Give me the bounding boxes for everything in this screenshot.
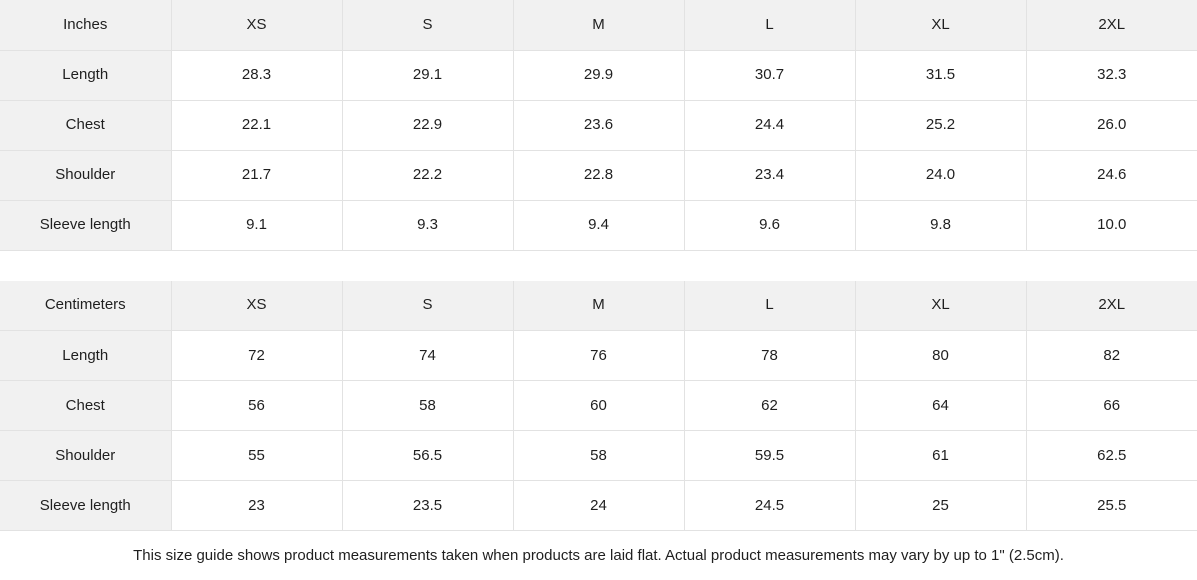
column-header-2xl: 2XL xyxy=(1026,280,1197,331)
column-header-xs: XS xyxy=(171,0,343,51)
cell-length-m: 29.9 xyxy=(513,50,685,101)
cell-length-2xl: 32.3 xyxy=(1026,50,1197,101)
cell-sleeve-length-l: 9.6 xyxy=(684,200,856,251)
column-header-2xl: 2XL xyxy=(1026,0,1197,51)
cell-length-xl: 80 xyxy=(855,330,1027,381)
column-header-xl: XL xyxy=(855,0,1027,51)
cell-shoulder-l: 59.5 xyxy=(684,430,856,481)
table-row: Sleeve length 9.1 9.3 9.4 9.6 9.8 10.0 xyxy=(0,200,1197,251)
column-header-l: L xyxy=(684,280,856,331)
cell-length-s: 74 xyxy=(342,330,514,381)
cell-sleeve-length-xl: 25 xyxy=(855,480,1027,531)
row-label-length: Length xyxy=(0,330,172,381)
cell-length-l: 30.7 xyxy=(684,50,856,101)
cell-sleeve-length-xl: 9.8 xyxy=(855,200,1027,251)
column-header-s: S xyxy=(342,280,514,331)
column-header-l: L xyxy=(684,0,856,51)
cell-chest-xl: 25.2 xyxy=(855,100,1027,151)
unit-label-inches: Inches xyxy=(0,0,172,51)
cell-chest-xs: 56 xyxy=(171,380,343,431)
table-row: Chest 22.1 22.9 23.6 24.4 25.2 26.0 xyxy=(0,100,1197,151)
cell-shoulder-xs: 21.7 xyxy=(171,150,343,201)
row-label-length: Length xyxy=(0,50,172,101)
unit-label-centimeters: Centimeters xyxy=(0,280,172,331)
cell-chest-m: 23.6 xyxy=(513,100,685,151)
cell-sleeve-length-xs: 9.1 xyxy=(171,200,343,251)
cell-sleeve-length-2xl: 25.5 xyxy=(1026,480,1197,531)
table-row: Shoulder 21.7 22.2 22.8 23.4 24.0 24.6 xyxy=(0,150,1197,201)
cell-shoulder-2xl: 24.6 xyxy=(1026,150,1197,201)
cell-shoulder-m: 58 xyxy=(513,430,685,481)
cell-shoulder-2xl: 62.5 xyxy=(1026,430,1197,481)
cell-shoulder-xl: 24.0 xyxy=(855,150,1027,201)
cell-chest-s: 22.9 xyxy=(342,100,514,151)
size-guide-footnote: This size guide shows product measuremen… xyxy=(0,531,1197,580)
cell-shoulder-s: 56.5 xyxy=(342,430,514,481)
row-label-shoulder: Shoulder xyxy=(0,150,172,201)
table-row: Length 28.3 29.1 29.9 30.7 31.5 32.3 xyxy=(0,50,1197,101)
cell-sleeve-length-l: 24.5 xyxy=(684,480,856,531)
row-label-chest: Chest xyxy=(0,100,172,151)
row-label-sleeve-length: Sleeve length xyxy=(0,480,172,531)
cell-sleeve-length-s: 9.3 xyxy=(342,200,514,251)
table-row: Sleeve length 23 23.5 24 24.5 25 25.5 xyxy=(0,480,1197,531)
cell-sleeve-length-xs: 23 xyxy=(171,480,343,531)
cell-chest-2xl: 66 xyxy=(1026,380,1197,431)
table-header-row: Inches XS S M L XL 2XL xyxy=(0,0,1197,51)
column-header-xs: XS xyxy=(171,280,343,331)
size-table-inches-header: Inches XS S M L XL 2XL xyxy=(0,0,1197,51)
size-table-inches-body: Length 28.3 29.1 29.9 30.7 31.5 32.3 Che… xyxy=(0,50,1197,251)
cell-shoulder-m: 22.8 xyxy=(513,150,685,201)
table-header-row: Centimeters XS S M L XL 2XL xyxy=(0,280,1197,331)
cell-shoulder-l: 23.4 xyxy=(684,150,856,201)
size-table-centimeters-header: Centimeters XS S M L XL 2XL xyxy=(0,280,1197,331)
cell-sleeve-length-m: 9.4 xyxy=(513,200,685,251)
cell-length-xs: 72 xyxy=(171,330,343,381)
size-table-inches: Inches XS S M L XL 2XL Length 28.3 29.1 … xyxy=(0,0,1197,251)
cell-length-xs: 28.3 xyxy=(171,50,343,101)
footnote-text: This size guide shows product measuremen… xyxy=(133,546,1064,564)
size-table-centimeters: Centimeters XS S M L XL 2XL Length 72 74… xyxy=(0,280,1197,531)
table-row: Chest 56 58 60 62 64 66 xyxy=(0,380,1197,431)
table-row: Shoulder 55 56.5 58 59.5 61 62.5 xyxy=(0,430,1197,481)
cell-length-m: 76 xyxy=(513,330,685,381)
cell-shoulder-xs: 55 xyxy=(171,430,343,481)
cell-chest-l: 24.4 xyxy=(684,100,856,151)
cell-chest-m: 60 xyxy=(513,380,685,431)
cell-shoulder-s: 22.2 xyxy=(342,150,514,201)
row-label-shoulder: Shoulder xyxy=(0,430,172,481)
row-label-sleeve-length: Sleeve length xyxy=(0,200,172,251)
column-header-s: S xyxy=(342,0,514,51)
cell-shoulder-xl: 61 xyxy=(855,430,1027,481)
table-separator-gap xyxy=(0,250,1197,281)
cell-chest-s: 58 xyxy=(342,380,514,431)
table-row: Length 72 74 76 78 80 82 xyxy=(0,330,1197,381)
column-header-m: M xyxy=(513,280,685,331)
cell-sleeve-length-s: 23.5 xyxy=(342,480,514,531)
column-header-m: M xyxy=(513,0,685,51)
row-label-chest: Chest xyxy=(0,380,172,431)
cell-chest-l: 62 xyxy=(684,380,856,431)
cell-chest-xl: 64 xyxy=(855,380,1027,431)
cell-length-xl: 31.5 xyxy=(855,50,1027,101)
cell-sleeve-length-m: 24 xyxy=(513,480,685,531)
cell-length-s: 29.1 xyxy=(342,50,514,101)
size-table-centimeters-body: Length 72 74 76 78 80 82 Chest 56 58 60 … xyxy=(0,330,1197,531)
cell-sleeve-length-2xl: 10.0 xyxy=(1026,200,1197,251)
cell-chest-xs: 22.1 xyxy=(171,100,343,151)
cell-chest-2xl: 26.0 xyxy=(1026,100,1197,151)
cell-length-l: 78 xyxy=(684,330,856,381)
column-header-xl: XL xyxy=(855,280,1027,331)
cell-length-2xl: 82 xyxy=(1026,330,1197,381)
